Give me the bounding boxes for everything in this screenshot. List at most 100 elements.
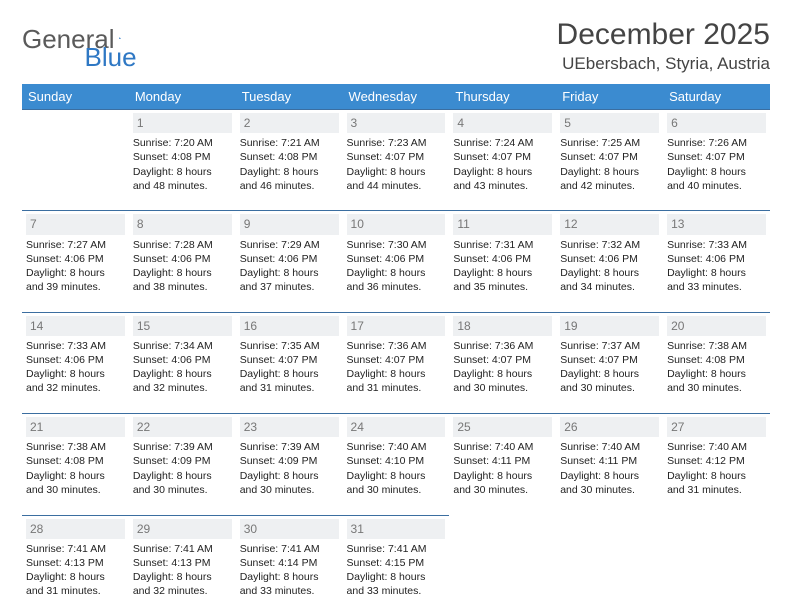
week-row: 7Sunrise: 7:27 AMSunset: 4:06 PMDaylight… xyxy=(22,211,770,302)
spacer-row xyxy=(22,302,770,312)
day-info: Sunrise: 7:23 AMSunset: 4:07 PMDaylight:… xyxy=(347,136,446,193)
day-number: 13 xyxy=(667,214,766,234)
day-cell xyxy=(663,515,770,606)
day-number: 2 xyxy=(240,113,339,133)
brand-logo: General Blue xyxy=(22,18,199,55)
day-info: Sunrise: 7:20 AMSunset: 4:08 PMDaylight:… xyxy=(133,136,232,193)
day-info: Sunrise: 7:35 AMSunset: 4:07 PMDaylight:… xyxy=(240,339,339,396)
day-number: 10 xyxy=(347,214,446,234)
day-cell: 22 Sunrise: 7:39 AMSunset: 4:09 PMDayligh… xyxy=(129,414,236,505)
day-number: 26 xyxy=(560,417,659,437)
day-cell: 20Sunrise: 7:38 AMSunset: 4:08 PMDayligh… xyxy=(663,312,770,403)
day-cell: 8 Sunrise: 7:28 AMSunset: 4:06 PMDaylight… xyxy=(129,211,236,302)
day-cell: 16 Sunrise: 7:35 AMSunset: 4:07 PMDayligh… xyxy=(236,312,343,403)
day-number: 25 xyxy=(453,417,552,437)
day-number: 8 xyxy=(133,214,232,234)
spacer-row xyxy=(22,201,770,211)
day-info: Sunrise: 7:39 AMSunset: 4:09 PMDaylight:… xyxy=(133,440,232,497)
day-cell: 6 Sunrise: 7:26 AMSunset: 4:07 PMDaylight… xyxy=(663,110,770,201)
calendar-grid: SundayMondayTuesdayWednesdayThursdayFrid… xyxy=(22,84,770,606)
day-info: Sunrise: 7:40 AMSunset: 4:11 PMDaylight:… xyxy=(560,440,659,497)
day-cell: 1 Sunrise: 7:20 AMSunset: 4:08 PMDaylight… xyxy=(129,110,236,201)
day-number: 28 xyxy=(26,519,125,539)
location-text: UEbersbach, Styria, Austria xyxy=(557,54,770,74)
day-info: Sunrise: 7:33 AMSunset: 4:06 PMDaylight:… xyxy=(26,339,125,396)
day-info: Sunrise: 7:40 AMSunset: 4:11 PMDaylight:… xyxy=(453,440,552,497)
day-info: Sunrise: 7:32 AMSunset: 4:06 PMDaylight:… xyxy=(560,238,659,295)
day-number: 3 xyxy=(347,113,446,133)
day-number: 6 xyxy=(667,113,766,133)
dow-header: Sunday xyxy=(22,84,129,110)
day-cell: 3 Sunrise: 7:23 AMSunset: 4:07 PMDaylight… xyxy=(343,110,450,201)
dow-header: Friday xyxy=(556,84,663,110)
day-info: Sunrise: 7:28 AMSunset: 4:06 PMDaylight:… xyxy=(133,238,232,295)
day-cell: 9Sunrise: 7:29 AMSunset: 4:06 PMDaylight… xyxy=(236,211,343,302)
day-info: Sunrise: 7:41 AMSunset: 4:14 PMDaylight:… xyxy=(240,542,339,599)
day-cell: 31Sunrise: 7:41 AMSunset: 4:15 PMDayligh… xyxy=(343,515,450,606)
day-info: Sunrise: 7:34 AMSunset: 4:06 PMDaylight:… xyxy=(133,339,232,396)
day-cell: 2Sunrise: 7:21 AMSunset: 4:08 PMDaylight… xyxy=(236,110,343,201)
spacer-row xyxy=(22,404,770,414)
day-info: Sunrise: 7:36 AMSunset: 4:07 PMDaylight:… xyxy=(453,339,552,396)
dow-header: Saturday xyxy=(663,84,770,110)
day-cell: 19Sunrise: 7:37 AMSunset: 4:07 PMDayligh… xyxy=(556,312,663,403)
day-number: 14 xyxy=(26,316,125,336)
day-info: Sunrise: 7:25 AMSunset: 4:07 PMDaylight:… xyxy=(560,136,659,193)
day-number: 16 xyxy=(240,316,339,336)
day-cell xyxy=(556,515,663,606)
week-row: 28 Sunrise: 7:41 AMSunset: 4:13 PMDayligh… xyxy=(22,515,770,606)
day-cell: 28Sunrise: 7:41 AMSunset: 4:13 PMDayligh… xyxy=(22,515,129,606)
day-info: Sunrise: 7:31 AMSunset: 4:06 PMDaylight:… xyxy=(453,238,552,295)
day-info: Sunrise: 7:37 AMSunset: 4:07 PMDaylight:… xyxy=(560,339,659,396)
day-cell: 24Sunrise: 7:40 AMSunset: 4:10 PMDayligh… xyxy=(343,414,450,505)
day-info: Sunrise: 7:39 AMSunset: 4:09 PMDaylight:… xyxy=(240,440,339,497)
day-info: Sunrise: 7:40 AMSunset: 4:12 PMDaylight:… xyxy=(667,440,766,497)
day-number: 11 xyxy=(453,214,552,234)
day-cell: 10 Sunrise: 7:30 AMSunset: 4:06 PMDayligh… xyxy=(343,211,450,302)
day-info: Sunrise: 7:26 AMSunset: 4:07 PMDaylight:… xyxy=(667,136,766,193)
day-number: 15 xyxy=(133,316,232,336)
day-info: Sunrise: 7:41 AMSunset: 4:13 PMDaylight:… xyxy=(133,542,232,599)
title-block: December 2025 UEbersbach, Styria, Austri… xyxy=(557,18,770,74)
day-cell: 15 Sunrise: 7:34 AMSunset: 4:06 PMDayligh… xyxy=(129,312,236,403)
day-cell: 29Sunrise: 7:41 AMSunset: 4:13 PMDayligh… xyxy=(129,515,236,606)
day-number: 22 xyxy=(133,417,232,437)
day-cell: 13 Sunrise: 7:33 AMSunset: 4:06 PMDayligh… xyxy=(663,211,770,302)
day-info: Sunrise: 7:40 AMSunset: 4:10 PMDaylight:… xyxy=(347,440,446,497)
day-info: Sunrise: 7:30 AMSunset: 4:06 PMDaylight:… xyxy=(347,238,446,295)
day-number: 21 xyxy=(26,417,125,437)
day-cell xyxy=(22,110,129,201)
dow-header: Monday xyxy=(129,84,236,110)
day-number: 1 xyxy=(133,113,232,133)
dow-header: Tuesday xyxy=(236,84,343,110)
day-cell: 26 Sunrise: 7:40 AMSunset: 4:11 PMDayligh… xyxy=(556,414,663,505)
day-cell: 5Sunrise: 7:25 AMSunset: 4:07 PMDaylight… xyxy=(556,110,663,201)
day-number: 4 xyxy=(453,113,552,133)
day-cell: 4 Sunrise: 7:24 AMSunset: 4:07 PMDaylight… xyxy=(449,110,556,201)
day-info: Sunrise: 7:38 AMSunset: 4:08 PMDaylight:… xyxy=(26,440,125,497)
month-title: December 2025 xyxy=(557,18,770,52)
day-info: Sunrise: 7:41 AMSunset: 4:15 PMDaylight:… xyxy=(347,542,446,599)
dow-header: Wednesday xyxy=(343,84,450,110)
day-info: Sunrise: 7:27 AMSunset: 4:06 PMDaylight:… xyxy=(26,238,125,295)
day-number: 27 xyxy=(667,417,766,437)
day-cell: 7Sunrise: 7:27 AMSunset: 4:06 PMDaylight… xyxy=(22,211,129,302)
day-cell: 18 Sunrise: 7:36 AMSunset: 4:07 PMDayligh… xyxy=(449,312,556,403)
calendar-body: 1 Sunrise: 7:20 AMSunset: 4:08 PMDaylight… xyxy=(22,110,770,607)
day-number: 17 xyxy=(347,316,446,336)
day-info: Sunrise: 7:24 AMSunset: 4:07 PMDaylight:… xyxy=(453,136,552,193)
day-info: Sunrise: 7:33 AMSunset: 4:06 PMDaylight:… xyxy=(667,238,766,295)
day-cell: 25 Sunrise: 7:40 AMSunset: 4:11 PMDayligh… xyxy=(449,414,556,505)
day-number: 18 xyxy=(453,316,552,336)
day-number: 12 xyxy=(560,214,659,234)
spacer-row xyxy=(22,505,770,515)
day-cell: 23 Sunrise: 7:39 AMSunset: 4:09 PMDayligh… xyxy=(236,414,343,505)
day-number: 9 xyxy=(240,214,339,234)
day-cell: 27 Sunrise: 7:40 AMSunset: 4:12 PMDayligh… xyxy=(663,414,770,505)
day-number: 30 xyxy=(240,519,339,539)
day-number: 23 xyxy=(240,417,339,437)
day-cell: 12 Sunrise: 7:32 AMSunset: 4:06 PMDayligh… xyxy=(556,211,663,302)
day-info: Sunrise: 7:36 AMSunset: 4:07 PMDaylight:… xyxy=(347,339,446,396)
week-row: 21 Sunrise: 7:38 AMSunset: 4:08 PMDayligh… xyxy=(22,414,770,505)
brand-name-b: Blue xyxy=(85,42,137,73)
